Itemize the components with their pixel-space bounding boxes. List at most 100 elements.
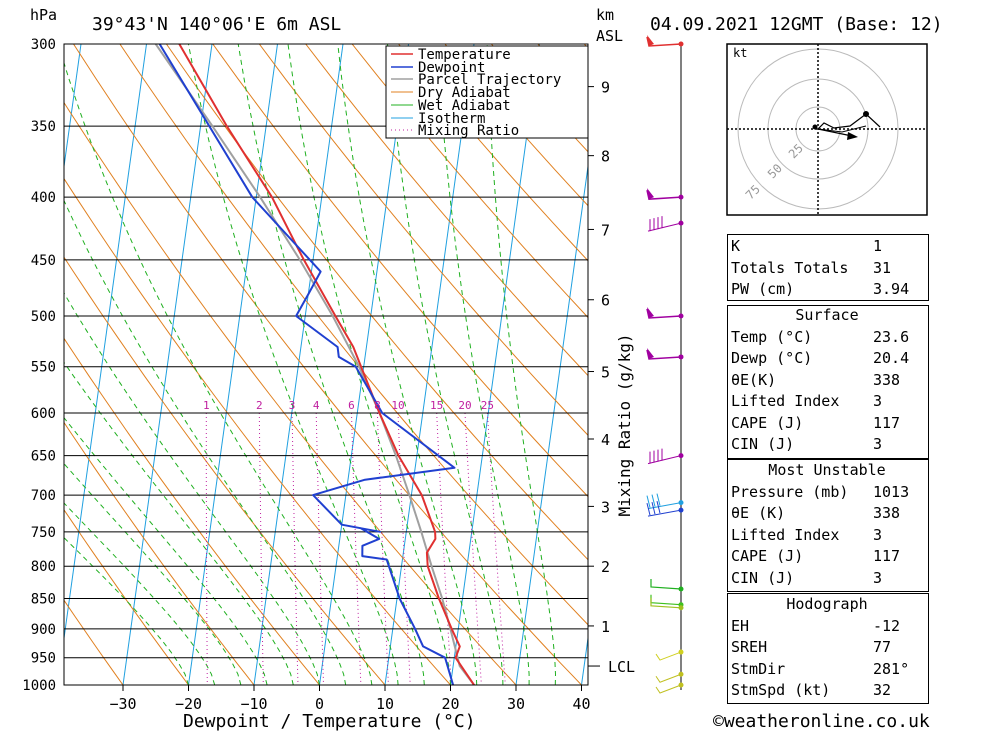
axis-labels: 3003504004505005506006507007508008509009…	[22, 37, 635, 713]
mixing-ratio-label: 8	[374, 399, 381, 412]
wind-barb	[655, 673, 682, 683]
temp-tick-label: 40	[572, 695, 590, 713]
pressure-tick-label: 650	[31, 449, 56, 465]
most-unstable-box	[727, 459, 929, 592]
station-location: 39°43'N 140°06'E 6m ASL	[92, 14, 341, 35]
sounding-datetime: 04.09.2021 12GMT (Base: 12)	[650, 14, 943, 35]
dry-adiabat-line	[305, 44, 588, 377]
wind-barb-flag	[647, 188, 654, 200]
height-tick-label: 4	[601, 431, 610, 449]
table-row: Lifted Index 3	[731, 392, 883, 410]
mixing-ratio-axis-title: Mixing Ratio (g/kg)	[615, 333, 634, 516]
height-tick-label: 2	[601, 558, 610, 576]
table-row: StmSpd (kt) 32	[731, 681, 892, 699]
mixing-ratio-labels: 1 2 3 4 6 8 10 15 20 25	[203, 399, 494, 412]
isotherm-line	[64, 44, 82, 171]
wind-barb-line	[656, 493, 661, 506]
pressure-tick-label: 950	[31, 651, 56, 667]
temp-tick-label: 0	[315, 695, 324, 713]
wet-adiabat-line	[387, 44, 504, 685]
dewpoint-line	[158, 44, 456, 685]
wind-barb	[647, 509, 682, 517]
height-unit: km	[596, 6, 614, 24]
mixing-ratio-label: 1	[203, 399, 210, 412]
mixing-ratio-label: 3	[289, 399, 296, 412]
dry-adiabat-line	[64, 101, 517, 685]
pressure-tick-label: 550	[31, 360, 56, 376]
wind-barb	[655, 651, 682, 661]
mixing-ratio-label: 25	[481, 399, 494, 412]
isotherm-line	[64, 44, 147, 642]
table-row: Totals Totals 31	[731, 258, 892, 277]
mixing-ratio-label: 15	[430, 399, 443, 412]
wind-barb-flag	[647, 35, 654, 46]
mixing-ratio-line	[315, 412, 324, 685]
pressure-tick-label: 300	[31, 37, 56, 53]
isotherm-line	[253, 44, 344, 685]
table-row: SREH 77	[731, 638, 892, 656]
hodo-trace-inner	[817, 125, 867, 133]
hodograph-params-title: Hodograph	[786, 595, 868, 613]
mixing-ratio-label: 20	[458, 399, 471, 412]
isotherm-line	[450, 44, 540, 685]
mixing-ratio-line	[397, 412, 411, 685]
temp-tick-label: −20	[175, 695, 202, 713]
table-row: StmDir 281°	[731, 659, 910, 678]
legend-isotherm: Isotherm	[418, 111, 485, 127]
table-row: CAPE (J) 117	[731, 547, 901, 565]
surface-title: Surface	[795, 306, 859, 324]
lcl-label: LCL	[608, 658, 635, 676]
temp-tick-label: −10	[240, 695, 267, 713]
dry-adiabat-line	[351, 44, 588, 319]
isotherm-line	[384, 44, 475, 685]
hodo-unit: kt	[733, 46, 747, 60]
most-unstable-title: Most Unstable	[768, 461, 886, 479]
copyright: ©weatheronline.co.uk	[713, 711, 930, 732]
dry-adiabat-line	[64, 508, 189, 685]
height-tick-label: 7	[601, 221, 610, 239]
dry-adiabat-line	[956, 44, 1000, 685]
wind-barb-line	[656, 500, 661, 514]
mixing-ratio-line	[436, 412, 452, 685]
mixing-ratio-line	[258, 412, 264, 685]
pressure-tick-label: 350	[31, 119, 56, 135]
wind-barb	[650, 597, 682, 609]
temp-tick-label: −30	[109, 695, 136, 713]
table-row: PW (cm) 3.94	[731, 280, 910, 298]
wind-barb	[650, 578, 682, 590]
pressure-tick-label: 750	[31, 525, 56, 541]
temp-tick-label: 10	[376, 695, 394, 713]
wind-barb-line	[646, 502, 651, 516]
table-row: θE(K) 338	[731, 370, 901, 389]
wind-barb	[647, 455, 682, 465]
wind-barb-flag	[647, 347, 654, 359]
legend-wet-adiabat: Wet Adiabat	[418, 98, 511, 114]
isotherm-line	[188, 44, 278, 685]
mixing-ratio-line	[486, 412, 506, 685]
mixing-ratio-label: 10	[391, 399, 404, 412]
sounding-profiles	[154, 44, 475, 685]
height-tick-label: 1	[601, 618, 610, 636]
wet-adiabat-line	[486, 44, 557, 685]
mixing-ratio-label: 4	[313, 399, 320, 412]
isotherm-line	[515, 162, 588, 685]
pressure-tick-label: 1000	[22, 678, 56, 694]
table-row: CIN (J) 3	[731, 568, 883, 587]
table-row: Dewp (°C) 20.4	[731, 349, 910, 367]
pressure-unit: hPa	[30, 6, 57, 24]
wind-barb-flag	[647, 306, 654, 318]
isotherm-line	[0, 44, 16, 685]
isotherm-line	[319, 44, 409, 685]
table-row: CIN (J) 3	[731, 435, 883, 453]
table-row: Lifted Index 3	[731, 525, 883, 544]
wind-barb-line	[651, 501, 656, 515]
pressure-tick-label: 900	[31, 622, 56, 638]
mixing-ratio-line	[351, 412, 362, 685]
mixing-ratio-line	[205, 413, 208, 685]
hodo-point	[863, 111, 869, 117]
wet-adiabat-line	[64, 537, 189, 685]
table-row: CAPE (J) 117	[731, 413, 901, 432]
